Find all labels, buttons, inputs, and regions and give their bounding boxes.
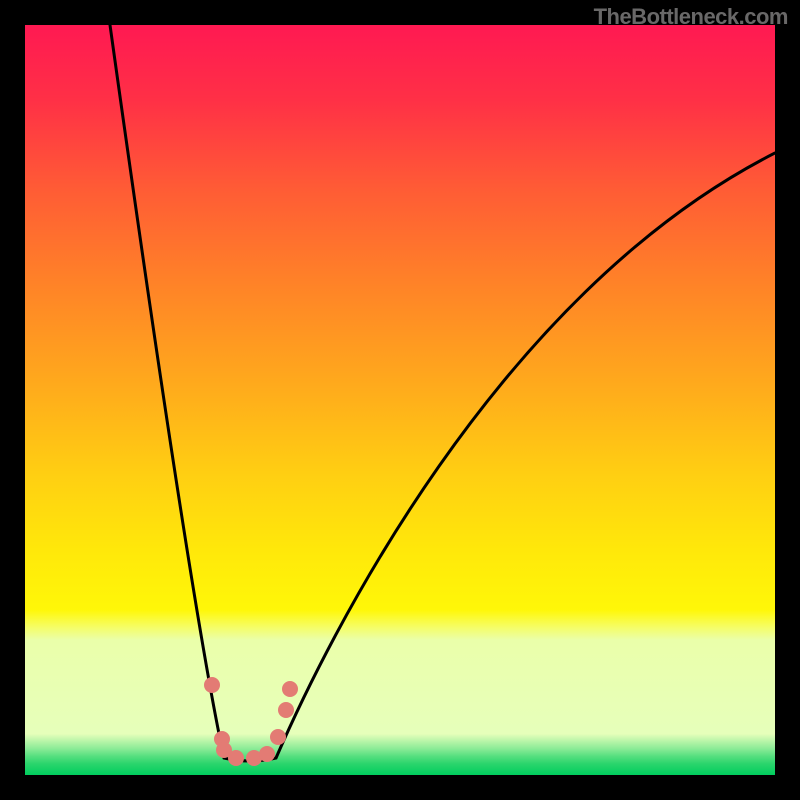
data-marker — [270, 729, 286, 745]
data-marker — [278, 702, 294, 718]
plot-area — [25, 25, 775, 775]
data-marker — [228, 750, 244, 766]
chart-frame: TheBottleneck.com — [0, 0, 800, 800]
curve-layer — [25, 25, 775, 775]
data-marker — [282, 681, 298, 697]
data-marker — [259, 746, 275, 762]
v-curve — [110, 25, 775, 761]
data-marker — [204, 677, 220, 693]
